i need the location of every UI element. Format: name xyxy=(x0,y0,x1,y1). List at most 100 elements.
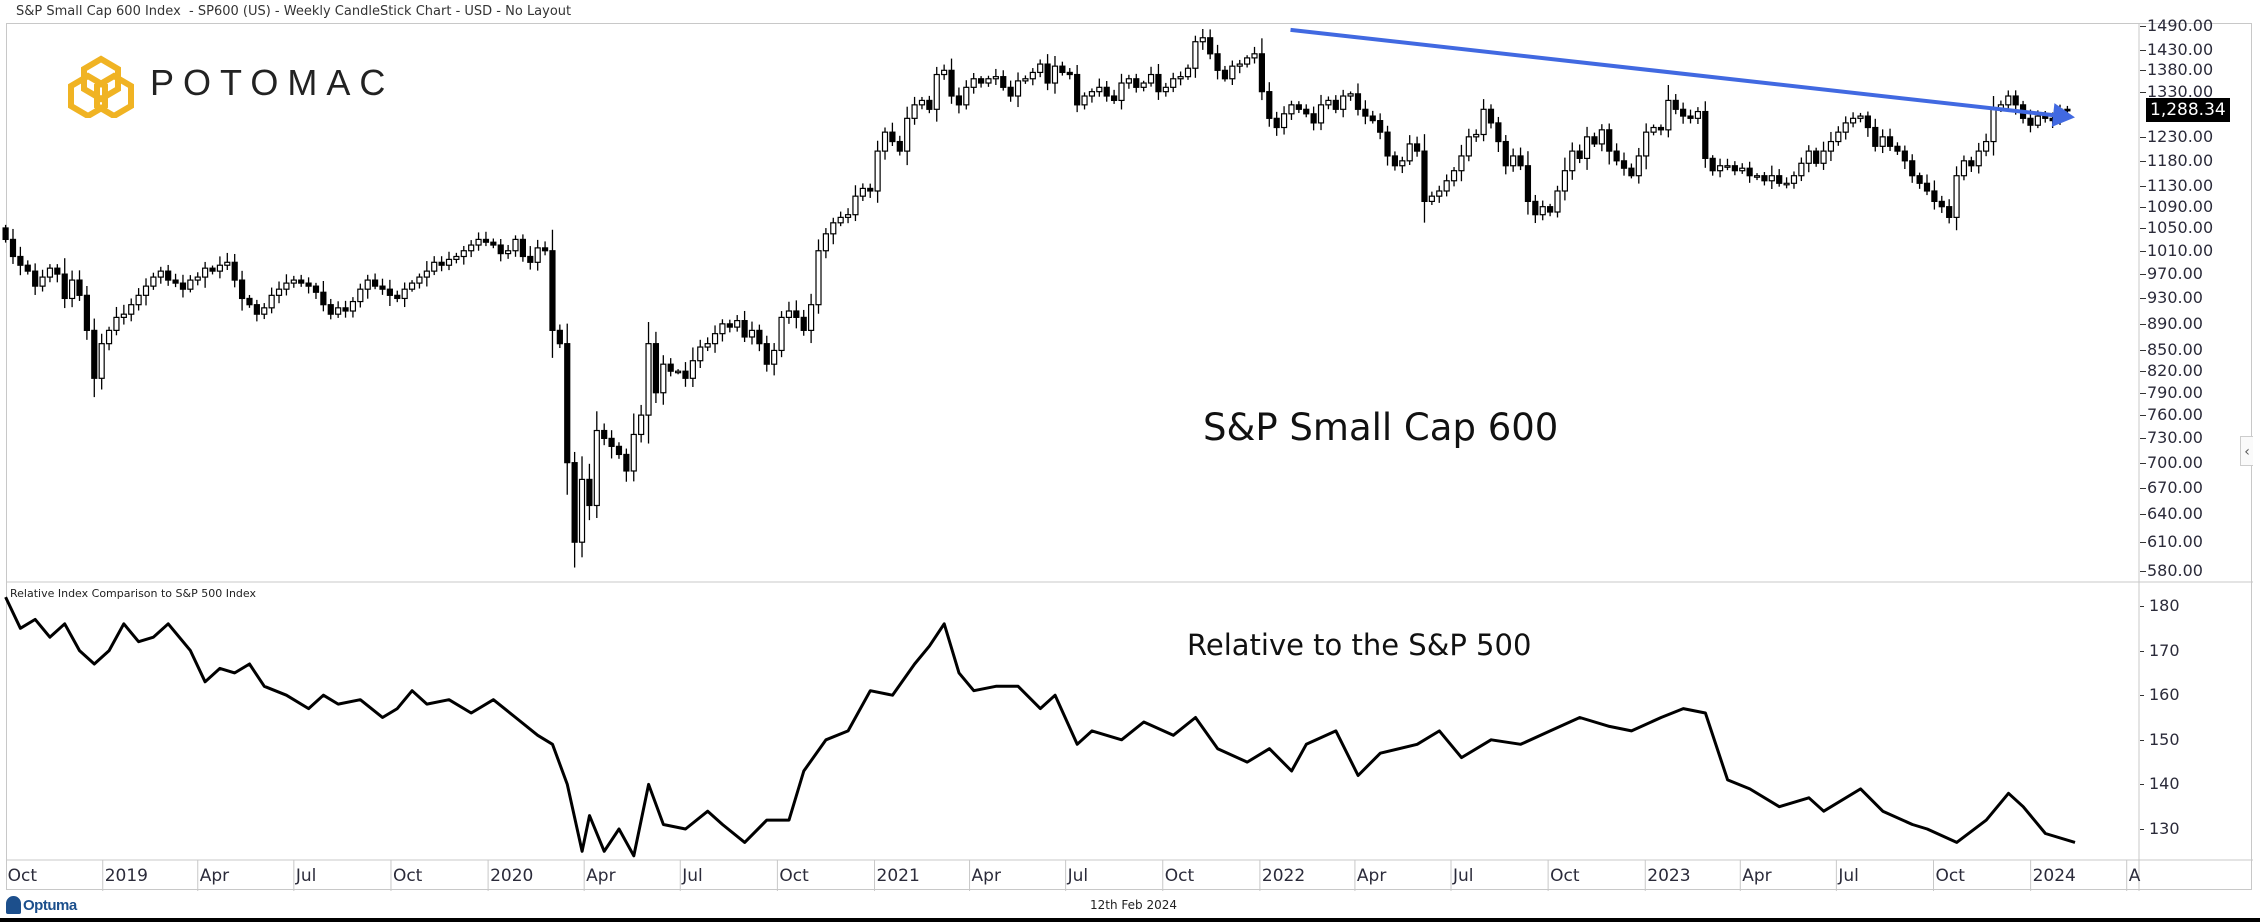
candle-body-down xyxy=(1421,150,1428,203)
candle xyxy=(1443,174,1450,197)
candle xyxy=(1820,141,1827,170)
candle-body-down xyxy=(497,244,504,255)
candle-body-down xyxy=(1502,140,1509,167)
candle-body-down xyxy=(1066,71,1073,76)
candle-body-down xyxy=(1761,175,1768,182)
candle xyxy=(1576,144,1583,164)
candle-body-up xyxy=(1650,126,1657,133)
candle-body-down xyxy=(1332,99,1339,110)
candle-body-up xyxy=(357,288,364,303)
candle-body-up xyxy=(1014,80,1022,97)
candle xyxy=(1037,59,1044,78)
candle xyxy=(1724,158,1731,171)
price-tick-label: 1130.00 xyxy=(2140,177,2213,194)
collapse-panel-button[interactable]: ‹ xyxy=(2240,436,2253,466)
candle-body-up xyxy=(1569,150,1576,172)
candle xyxy=(1517,147,1524,171)
candle-body-down xyxy=(1872,126,1879,147)
candle-body-up xyxy=(1118,82,1125,102)
candle xyxy=(505,244,512,259)
candle-body-down xyxy=(615,445,623,456)
candle-body-up xyxy=(534,247,541,263)
candle-body-up xyxy=(1037,63,1044,74)
candle-body-up xyxy=(1953,175,1960,218)
relative-line-series xyxy=(4,596,2076,858)
candle-body-up xyxy=(1081,95,1088,106)
price-tick-label: 640.00 xyxy=(2140,506,2203,522)
candle-body-up xyxy=(638,414,645,436)
candle-body-up xyxy=(918,99,926,106)
candle-body-up xyxy=(408,282,416,290)
candle-body-down xyxy=(1657,126,1665,131)
candle xyxy=(911,96,918,125)
candle-body-down xyxy=(756,329,763,345)
candle-body-up xyxy=(1790,175,1798,184)
candle xyxy=(1044,54,1051,91)
candle-body-down xyxy=(667,363,674,372)
candle-body-up xyxy=(689,360,696,379)
candle xyxy=(105,326,113,351)
candle xyxy=(157,266,164,284)
candle-body-up xyxy=(216,264,224,272)
candle-body-down xyxy=(1813,150,1820,164)
candle xyxy=(571,451,578,568)
candle xyxy=(941,64,948,80)
price-tick-label: 820.00 xyxy=(2140,363,2203,379)
candle xyxy=(1421,134,1428,223)
candle-body-down xyxy=(1886,136,1894,147)
candle-body-down xyxy=(312,285,320,293)
candle xyxy=(704,337,711,352)
candle-body-down xyxy=(1931,190,1938,203)
candle xyxy=(852,185,859,222)
candle-body-up xyxy=(1539,206,1546,216)
candle-body-down xyxy=(1517,155,1524,167)
candle-body-down xyxy=(438,261,445,266)
candle-body-down xyxy=(1923,182,1931,192)
candle-body-down xyxy=(741,320,748,338)
candle xyxy=(142,278,150,306)
candle-body-up xyxy=(1340,95,1347,110)
candle-body-down xyxy=(1968,160,1975,167)
candle xyxy=(1665,84,1672,138)
candle-body-up xyxy=(992,76,999,80)
candle-body-up xyxy=(904,117,911,152)
candle-body-up xyxy=(1280,113,1288,129)
relative-tick-label: 160 xyxy=(2140,687,2180,703)
candle-body-down xyxy=(1377,120,1384,133)
candle xyxy=(1680,102,1687,124)
bottom-border xyxy=(0,918,2260,922)
candle-body-up xyxy=(505,250,512,255)
candle-body-up xyxy=(837,216,844,224)
candle xyxy=(490,238,497,249)
candle-body-up xyxy=(1554,190,1561,213)
candle-body-down xyxy=(1155,73,1162,93)
candle-body-up xyxy=(1170,78,1177,88)
price-tick-label: 1330.00 xyxy=(2140,83,2213,100)
logo-wordmark: POTOMAC xyxy=(150,62,395,103)
candle-body-up xyxy=(150,276,157,287)
candle xyxy=(1975,142,1982,174)
candle xyxy=(1857,112,1864,123)
candle-body-down xyxy=(1672,99,1679,110)
date-tick-label: Oct xyxy=(1935,866,1965,886)
candle xyxy=(1583,126,1591,170)
candle xyxy=(889,122,896,146)
candle-body-down xyxy=(977,78,985,84)
candle xyxy=(283,274,290,296)
candle xyxy=(209,265,216,275)
candle xyxy=(556,324,563,349)
candle xyxy=(335,301,342,318)
candle-body-up xyxy=(970,78,977,88)
candle-body-up xyxy=(453,255,460,260)
candle-body-up xyxy=(645,343,652,416)
candle-body-up xyxy=(1184,67,1192,78)
candle-body-up xyxy=(859,187,866,197)
candle xyxy=(246,294,253,308)
candle xyxy=(1096,78,1103,97)
candle xyxy=(785,301,793,324)
candle-body-up xyxy=(704,343,711,348)
candle xyxy=(638,404,645,443)
candle-body-down xyxy=(601,429,608,439)
candle-body-down xyxy=(1687,115,1694,119)
